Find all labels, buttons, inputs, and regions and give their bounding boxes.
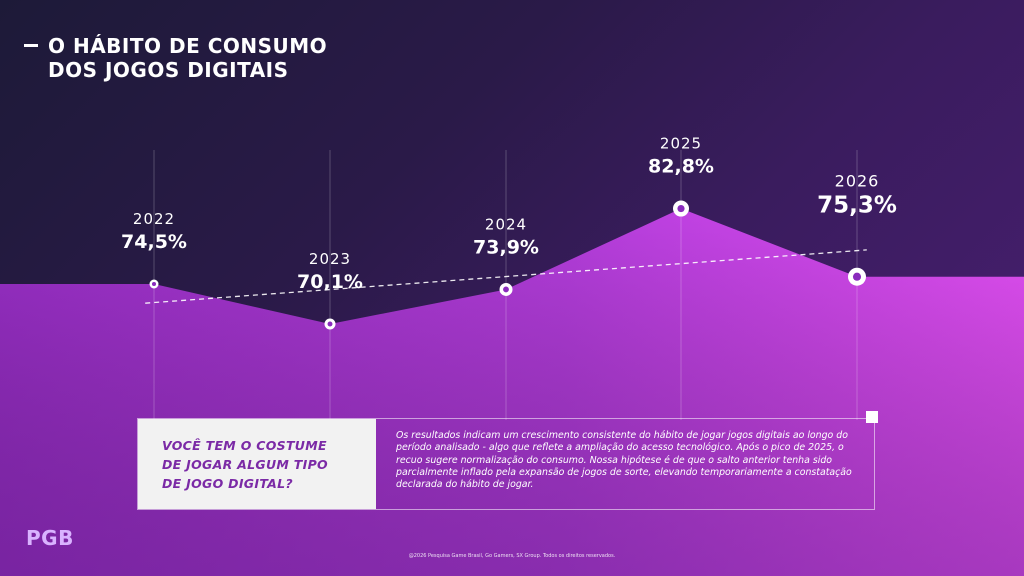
- info-box: VOCÊ TEM O COSTUME DE JOGAR ALGUM TIPO D…: [137, 418, 875, 510]
- value-label-2025: 82,8%: [648, 156, 714, 178]
- page-title: O HÁBITO DE CONSUMO DOS JOGOS DIGITAIS: [24, 34, 327, 82]
- survey-question: VOCÊ TEM O COSTUME DE JOGAR ALGUM TIPO D…: [138, 419, 376, 509]
- title-line-1: O HÁBITO DE CONSUMO: [48, 34, 328, 58]
- square-icon: [866, 411, 878, 423]
- value-label-2024: 73,9%: [473, 236, 539, 258]
- year-label-2022: 2022: [133, 210, 175, 228]
- year-label-2024: 2024: [485, 215, 527, 233]
- title-line-2: DOS JOGOS DIGITAIS: [48, 58, 289, 82]
- year-label-2026: 2026: [835, 172, 880, 191]
- analysis-text: Os resultados indicam um crescimento con…: [396, 430, 852, 491]
- data-point-center-2022: [151, 281, 157, 287]
- value-label-2023: 70,1%: [297, 271, 363, 293]
- data-point-center-2026: [852, 272, 862, 281]
- year-label-2023: 2023: [309, 250, 351, 268]
- data-point-center-2024: [503, 286, 509, 293]
- value-label-2026: 75,3%: [817, 193, 897, 219]
- copyright-footer: @2026 Pesquisa Game Brasil, Go Gamers, S…: [408, 553, 616, 559]
- question-line-3: DE JOGO DIGITAL?: [162, 476, 293, 491]
- value-label-2022: 74,5%: [121, 231, 187, 253]
- data-point-center-2023: [327, 321, 333, 327]
- data-point-center-2025: [677, 204, 685, 213]
- question-line-1: VOCÊ TEM O COSTUME: [162, 438, 327, 453]
- question-line-2: DE JOGAR ALGUM TIPO: [162, 457, 328, 472]
- logo: PGB: [26, 526, 74, 550]
- trend-line: [145, 249, 867, 304]
- year-label-2025: 2025: [660, 135, 702, 153]
- dash-icon: [24, 44, 38, 47]
